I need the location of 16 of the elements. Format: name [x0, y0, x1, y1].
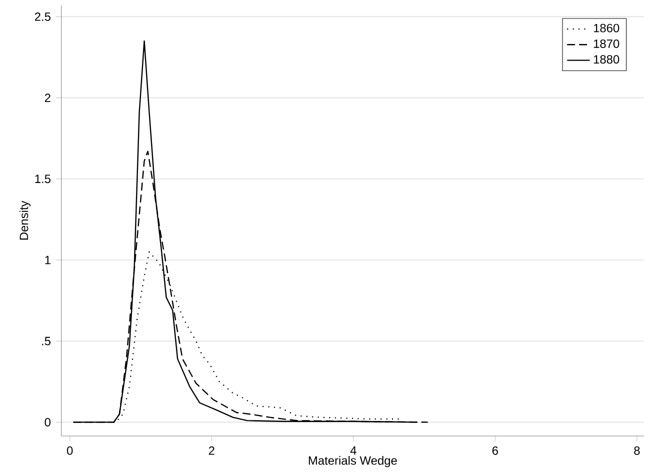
legend-label: 1870 [594, 39, 620, 48]
x-tick-label: 8 [634, 446, 640, 455]
y-tick-label: 1.5 [35, 174, 50, 184]
x-tick-label: 6 [492, 446, 498, 455]
x-tick-label: 0 [66, 446, 73, 455]
x-axis-title: Materials Wedge [308, 456, 397, 468]
y-tick-label: 0 [44, 418, 51, 426]
x-tick-label: 2 [208, 446, 214, 455]
y-tick-label: .5 [42, 336, 50, 346]
y-tick-label: 2.5 [34, 12, 50, 21]
y-axis-title: Density [19, 200, 31, 240]
legend-label: 1880 [594, 55, 620, 64]
x-tick-label: 4 [350, 446, 356, 455]
legend-label: 1860 [594, 24, 620, 32]
y-tick-label: 2 [44, 94, 50, 102]
y-tick-label: 1 [45, 256, 50, 264]
